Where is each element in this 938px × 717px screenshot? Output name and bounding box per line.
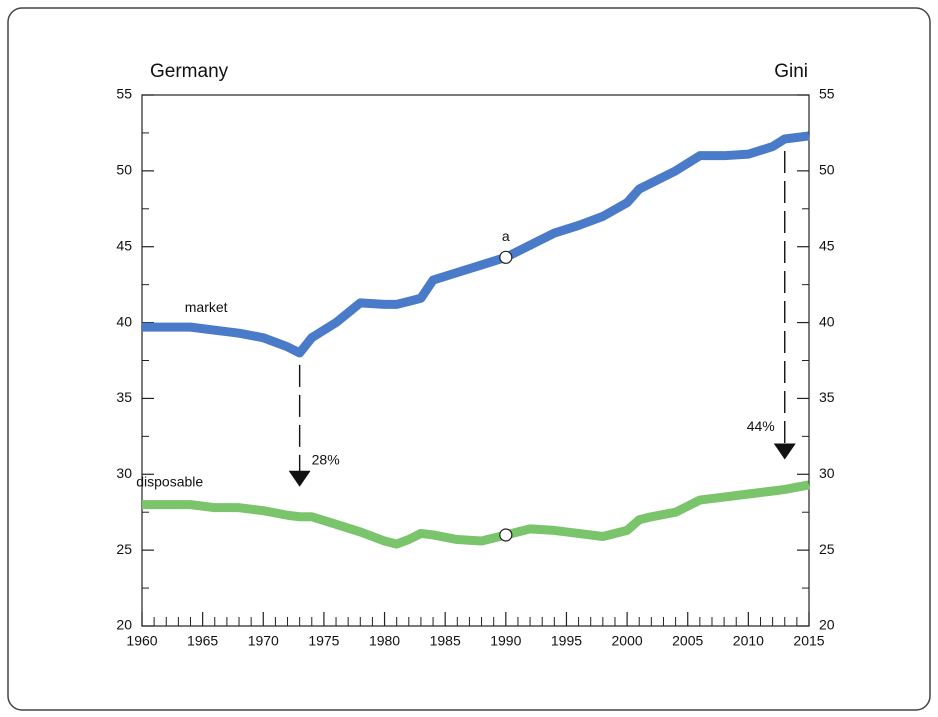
x-tick-label: 1980	[369, 633, 400, 649]
y-tick-label: 50	[116, 162, 132, 178]
x-tick-label: 1965	[187, 633, 218, 649]
y-tick-label: 30	[819, 465, 835, 481]
y-tick-label: 20	[116, 617, 132, 633]
y-tick-label: 40	[819, 313, 835, 329]
series-line	[142, 131, 810, 358]
y-tick-label: 45	[116, 237, 132, 253]
point-marker	[499, 528, 513, 542]
annotation: a	[502, 228, 510, 244]
x-tick-label: 2000	[612, 633, 643, 649]
y-tick-label: 25	[116, 541, 132, 557]
y-tick-label: 35	[116, 389, 132, 405]
y-tick-label: 55	[819, 86, 835, 102]
x-tick-label: 1960	[126, 633, 157, 649]
y-tick-label: 45	[819, 237, 835, 253]
y-tick-label: 35	[819, 389, 835, 405]
series-label: disposable	[136, 473, 203, 489]
y-tick-label: 50	[819, 162, 835, 178]
x-tick-label: 1990	[490, 633, 521, 649]
arrow-head	[773, 443, 796, 460]
y-tick-label: 25	[819, 541, 835, 557]
x-tick-label: 2010	[733, 633, 764, 649]
annotation: 28%	[312, 451, 340, 467]
y-tick-label: 40	[116, 313, 132, 329]
chart-title: Germany	[150, 61, 229, 82]
x-tick-label: 1975	[308, 633, 339, 649]
y-tick-label: 55	[116, 86, 132, 102]
y-tick-label: 30	[116, 465, 132, 481]
point-marker	[499, 250, 513, 264]
x-tick-label: 2005	[672, 633, 703, 649]
x-tick-label: 2015	[793, 633, 824, 649]
frame	[7, 7, 931, 711]
axis-label: Gini	[774, 61, 808, 82]
series-line	[142, 480, 810, 549]
series-label: market	[185, 299, 228, 315]
arrow-head	[288, 470, 311, 487]
x-tick-label: 1985	[430, 633, 461, 649]
y-tick-label: 20	[819, 617, 835, 633]
x-tick-label: 1970	[248, 633, 279, 649]
x-tick-label: 1995	[551, 633, 582, 649]
annotation: 44%	[747, 418, 775, 434]
